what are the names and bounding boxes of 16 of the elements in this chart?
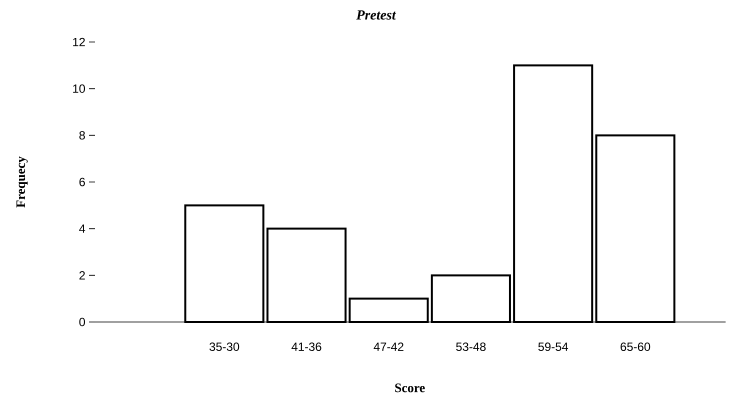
y-tick-label: 4 [79, 224, 86, 233]
chart-title: Pretest [356, 10, 396, 20]
y-tick-label: 2 [79, 271, 85, 280]
y-tick-label: 12 [73, 38, 85, 46]
y-tick-label: 8 [79, 131, 85, 140]
x-tick-label: 53-48 [456, 342, 486, 351]
x-tick-label: 59-54 [538, 342, 568, 351]
x-tick-label: 35-30 [209, 342, 240, 351]
y-tick-label: 6 [79, 178, 85, 186]
x-tick-label: 47-42 [374, 342, 404, 351]
y-tick-label: 0 [79, 318, 86, 326]
x-tick-label: 65-60 [620, 342, 650, 351]
y-axis-title: Frequecy [16, 156, 28, 208]
y-tick-label: 10 [73, 84, 86, 93]
x-tick-label: 41-36 [292, 342, 322, 351]
x-axis-title: Score [395, 384, 425, 392]
